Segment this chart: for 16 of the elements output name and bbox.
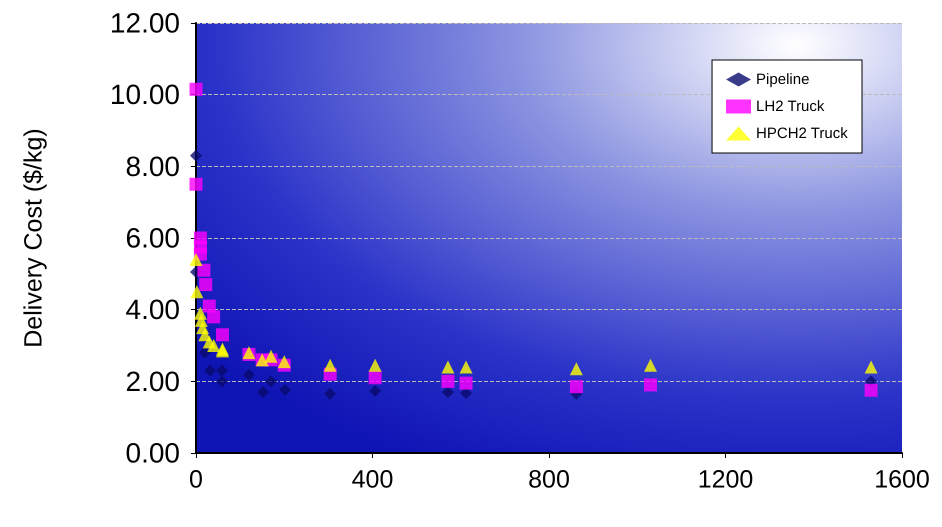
y-axis-title: Delivery Cost ($/kg) bbox=[20, 128, 48, 348]
x-tick-label: 1200 bbox=[698, 466, 754, 494]
y-tick-label: 4.00 bbox=[126, 294, 180, 326]
y-tick-label: 0.00 bbox=[126, 438, 180, 468]
y-tick-label: 12.00 bbox=[110, 8, 180, 38]
x-tick-label: 800 bbox=[528, 466, 570, 494]
legend-label: Pipeline bbox=[756, 71, 810, 88]
y-tick-label: 10.00 bbox=[110, 79, 180, 110]
x-tick-label: 1600 bbox=[874, 466, 930, 494]
legend-label: HPCH2 Truck bbox=[756, 125, 848, 142]
x-tick-label: 400 bbox=[352, 466, 394, 494]
legend-label: LH2 Truck bbox=[756, 98, 825, 115]
x-tick-label: 0 bbox=[189, 466, 203, 494]
y-tick-label: 6.00 bbox=[126, 222, 180, 254]
y-tick-label: 8.00 bbox=[126, 150, 180, 182]
y-tick-label: 2.00 bbox=[126, 366, 180, 397]
